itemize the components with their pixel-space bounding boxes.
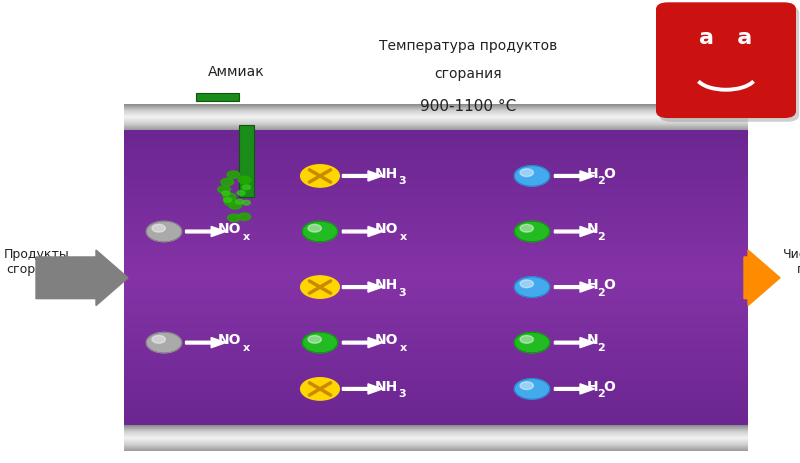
Text: Температура продуктов: Температура продуктов xyxy=(379,39,557,53)
Text: 2: 2 xyxy=(597,232,605,242)
Circle shape xyxy=(223,198,231,202)
Text: сгорания: сгорания xyxy=(434,67,502,81)
Text: N: N xyxy=(586,333,598,347)
Circle shape xyxy=(308,225,322,232)
Circle shape xyxy=(301,378,339,400)
Circle shape xyxy=(301,276,339,298)
Circle shape xyxy=(514,277,550,297)
FancyArrow shape xyxy=(186,226,226,237)
Circle shape xyxy=(227,214,240,222)
Circle shape xyxy=(520,169,534,176)
Circle shape xyxy=(146,221,182,242)
Text: 2: 2 xyxy=(597,176,605,187)
FancyArrow shape xyxy=(342,171,382,181)
Circle shape xyxy=(514,379,550,399)
Text: 3: 3 xyxy=(398,288,406,298)
Text: x: x xyxy=(400,343,407,353)
Circle shape xyxy=(238,213,250,220)
Text: 2: 2 xyxy=(597,288,605,298)
Text: N: N xyxy=(586,222,598,236)
Text: a   a: a a xyxy=(699,28,753,48)
Circle shape xyxy=(301,165,339,187)
FancyArrow shape xyxy=(744,250,780,306)
Text: 3: 3 xyxy=(398,176,406,187)
FancyArrow shape xyxy=(554,171,594,181)
FancyArrow shape xyxy=(554,384,594,394)
Circle shape xyxy=(223,193,236,200)
Text: Чистый
газ: Чистый газ xyxy=(782,248,800,275)
FancyArrow shape xyxy=(554,338,594,348)
Circle shape xyxy=(237,191,245,195)
Text: O: O xyxy=(603,278,615,292)
FancyBboxPatch shape xyxy=(239,125,254,197)
Text: NO: NO xyxy=(218,222,241,236)
Circle shape xyxy=(221,178,234,186)
Text: H: H xyxy=(586,278,598,292)
Circle shape xyxy=(242,185,250,189)
FancyArrow shape xyxy=(342,226,382,237)
Text: NH: NH xyxy=(374,167,398,181)
Text: H: H xyxy=(586,167,598,181)
Text: 2: 2 xyxy=(597,343,605,353)
FancyArrow shape xyxy=(554,226,594,237)
Circle shape xyxy=(520,336,534,343)
Circle shape xyxy=(146,332,182,353)
Text: NO: NO xyxy=(374,333,398,347)
FancyBboxPatch shape xyxy=(656,2,796,118)
FancyBboxPatch shape xyxy=(196,93,239,101)
Text: O: O xyxy=(603,167,615,181)
Circle shape xyxy=(514,166,550,186)
Text: Аммиак: Аммиак xyxy=(208,65,264,79)
Circle shape xyxy=(514,221,550,242)
FancyArrow shape xyxy=(186,338,226,348)
Circle shape xyxy=(520,382,534,389)
Text: NO: NO xyxy=(374,222,398,236)
Circle shape xyxy=(302,332,338,353)
Circle shape xyxy=(152,336,166,343)
FancyArrow shape xyxy=(554,282,594,292)
Circle shape xyxy=(235,200,243,204)
FancyArrow shape xyxy=(342,384,382,394)
Circle shape xyxy=(229,202,242,209)
Text: NH: NH xyxy=(374,380,398,394)
Text: 900-1100 °C: 900-1100 °C xyxy=(420,99,516,114)
Circle shape xyxy=(242,200,250,205)
Text: 3: 3 xyxy=(398,389,406,400)
Circle shape xyxy=(227,171,240,178)
FancyBboxPatch shape xyxy=(659,6,799,122)
Circle shape xyxy=(238,176,251,183)
Text: NH: NH xyxy=(374,278,398,292)
FancyArrow shape xyxy=(342,338,382,348)
Circle shape xyxy=(520,280,534,288)
Text: NO: NO xyxy=(218,333,241,347)
Text: x: x xyxy=(400,232,407,242)
Circle shape xyxy=(152,225,166,232)
Text: x: x xyxy=(243,343,250,353)
Circle shape xyxy=(302,221,338,242)
Circle shape xyxy=(222,191,230,195)
Circle shape xyxy=(514,332,550,353)
FancyArrow shape xyxy=(36,250,128,306)
Circle shape xyxy=(218,186,230,193)
FancyArrow shape xyxy=(342,282,382,292)
Text: x: x xyxy=(243,232,250,242)
Text: 2: 2 xyxy=(597,389,605,400)
Text: Продукты
сгорания: Продукты сгорания xyxy=(4,248,70,275)
Circle shape xyxy=(224,198,237,206)
Circle shape xyxy=(520,225,534,232)
Circle shape xyxy=(308,336,322,343)
Text: H: H xyxy=(586,380,598,394)
Text: O: O xyxy=(603,380,615,394)
